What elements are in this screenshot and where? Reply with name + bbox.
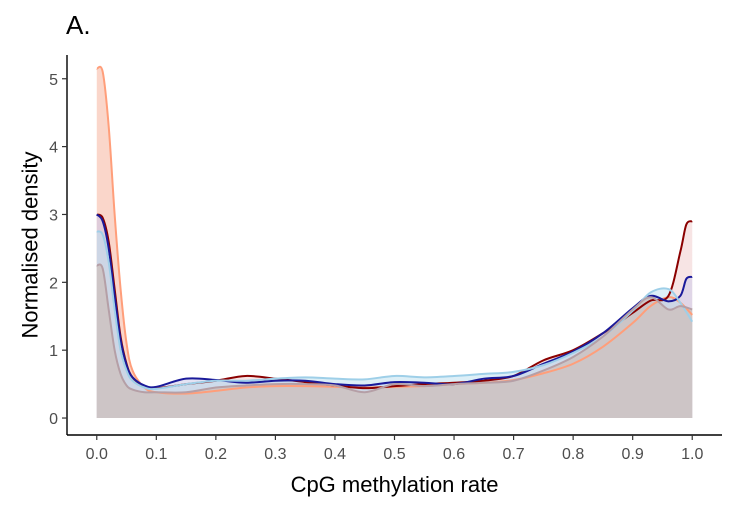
x-tick-label: 0.7 bbox=[502, 446, 524, 463]
y-ticks: 0 1 2 3 4 5 bbox=[49, 72, 67, 428]
x-tick-label: 0.5 bbox=[383, 446, 405, 463]
x-tick-label: 0.2 bbox=[205, 446, 227, 463]
x-tick-label: 0.0 bbox=[86, 446, 108, 463]
x-tick-label: 0.8 bbox=[562, 446, 584, 463]
y-tick-label: 1 bbox=[49, 343, 58, 360]
series-5-area bbox=[96, 264, 693, 419]
x-tick-label: 0.1 bbox=[145, 446, 167, 463]
x-tick-label: 0.3 bbox=[264, 446, 286, 463]
x-tick-label: 0.6 bbox=[443, 446, 465, 463]
series-layer bbox=[95, 65, 694, 419]
x-ticks: 0.0 0.1 0.2 0.3 0.4 0.5 0.6 0.7 0.8 0.9 1.0 bbox=[86, 435, 703, 463]
y-tick-label: 5 bbox=[49, 72, 58, 89]
y-tick-label: 3 bbox=[49, 207, 58, 224]
y-tick-label: 2 bbox=[49, 275, 58, 292]
y-axis-title: Normalised density bbox=[18, 151, 43, 338]
y-tick-label: 4 bbox=[49, 140, 58, 157]
x-axis-title: CpG methylation rate bbox=[291, 472, 499, 497]
panel-label: A. bbox=[66, 10, 91, 40]
series-5-line bbox=[96, 263, 693, 394]
x-tick-label: 0.9 bbox=[622, 446, 644, 463]
y-tick-label: 0 bbox=[49, 411, 58, 428]
series-1-line bbox=[95, 65, 693, 395]
x-tick-label: 1.0 bbox=[681, 446, 703, 463]
x-tick-label: 0.4 bbox=[324, 446, 346, 463]
